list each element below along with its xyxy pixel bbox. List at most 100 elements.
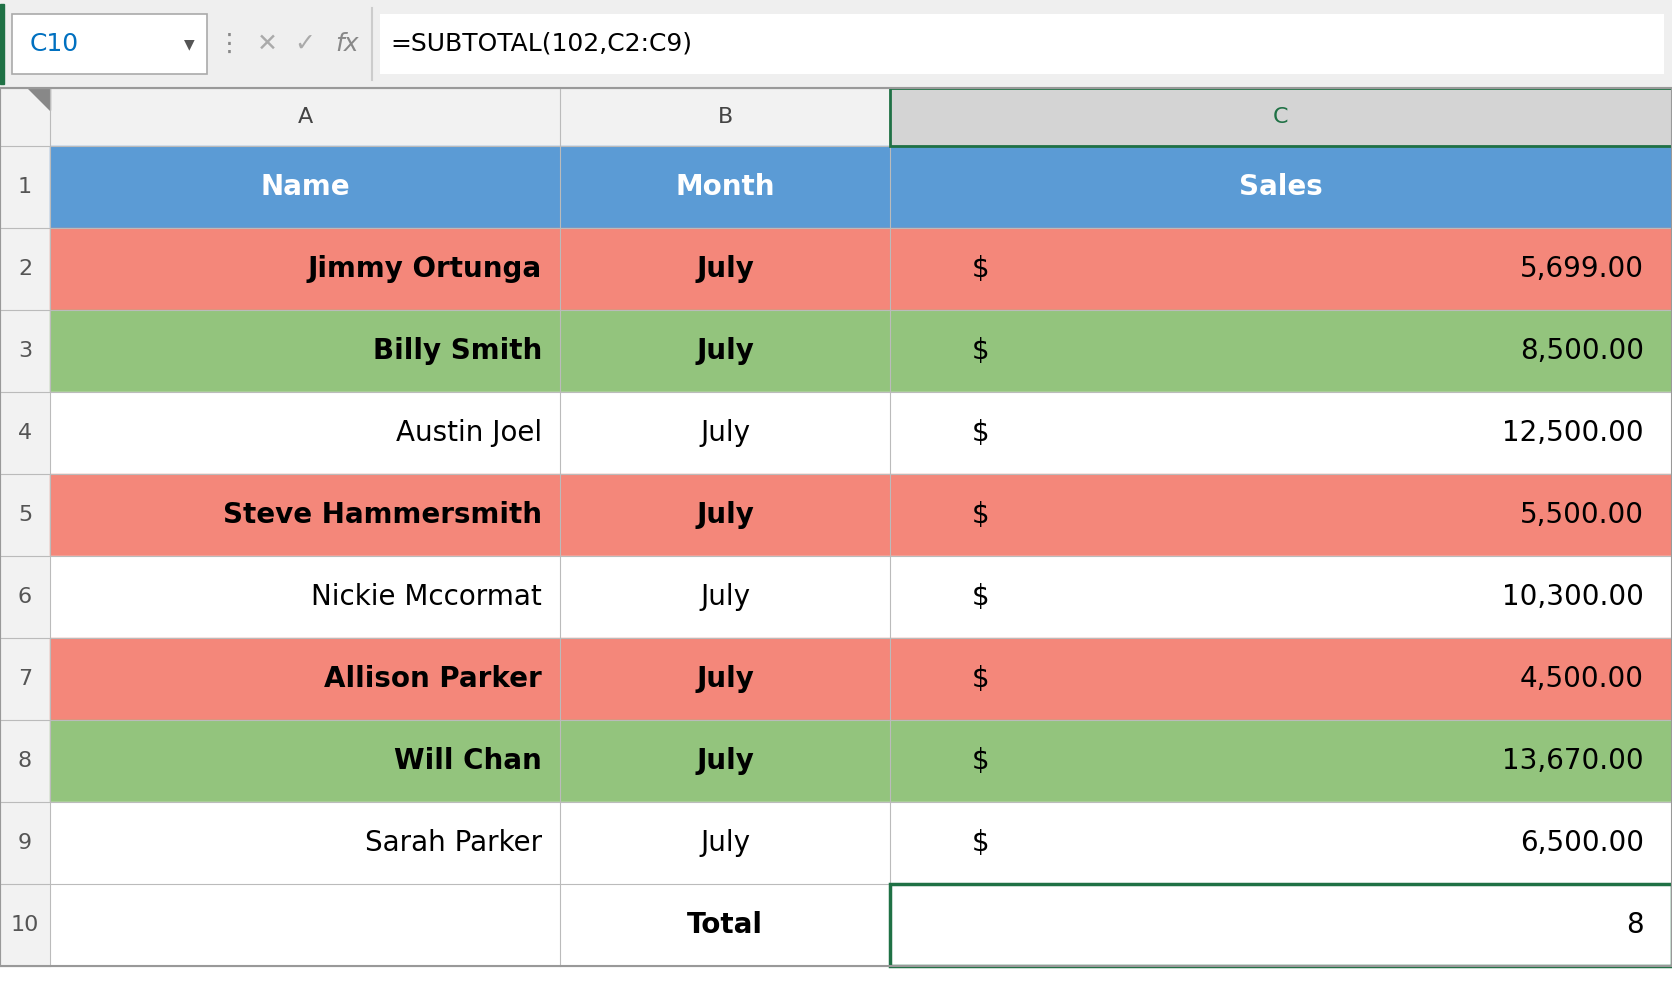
Text: C10: C10 xyxy=(30,32,79,56)
Bar xyxy=(0,720,50,802)
Text: 8: 8 xyxy=(1627,911,1644,939)
Text: 13,670.00: 13,670.00 xyxy=(1503,747,1644,775)
Bar xyxy=(890,884,1672,966)
Text: July: July xyxy=(696,501,754,529)
Bar xyxy=(50,474,560,556)
Bar xyxy=(890,392,1672,474)
Bar xyxy=(890,556,1672,638)
Text: 10: 10 xyxy=(10,915,38,935)
Bar xyxy=(0,802,50,884)
Bar xyxy=(50,228,560,310)
Bar xyxy=(890,228,1672,310)
Text: Nickie Mccormat: Nickie Mccormat xyxy=(311,583,542,611)
Text: 6: 6 xyxy=(18,587,32,607)
Bar xyxy=(560,88,890,146)
Text: 5: 5 xyxy=(18,505,32,525)
Text: 12,500.00: 12,500.00 xyxy=(1503,419,1644,447)
Text: fx: fx xyxy=(336,32,359,56)
Text: 2: 2 xyxy=(18,259,32,279)
Text: July: July xyxy=(696,747,754,775)
Bar xyxy=(560,802,890,884)
Text: Sales: Sales xyxy=(1239,173,1323,201)
Text: Billy Smith: Billy Smith xyxy=(373,337,542,365)
Text: 9: 9 xyxy=(18,833,32,853)
Bar xyxy=(560,474,890,556)
Bar xyxy=(50,720,560,802)
Text: 8,500.00: 8,500.00 xyxy=(1520,337,1644,365)
Bar xyxy=(890,802,1672,884)
Text: =SUBTOTAL(102,C2:C9): =SUBTOTAL(102,C2:C9) xyxy=(390,32,692,56)
Bar xyxy=(890,884,1672,966)
Bar xyxy=(0,392,50,474)
Bar xyxy=(890,474,1672,556)
Text: Allison Parker: Allison Parker xyxy=(324,665,542,693)
Text: 6,500.00: 6,500.00 xyxy=(1520,829,1644,857)
Text: Steve Hammersmith: Steve Hammersmith xyxy=(222,501,542,529)
Text: Sarah Parker: Sarah Parker xyxy=(364,829,542,857)
FancyBboxPatch shape xyxy=(12,14,207,74)
Text: Name: Name xyxy=(261,173,349,201)
Bar xyxy=(560,884,890,966)
Text: Total: Total xyxy=(687,911,762,939)
Text: $: $ xyxy=(971,255,988,283)
Text: Month: Month xyxy=(675,173,774,201)
Text: A: A xyxy=(298,107,313,127)
Bar xyxy=(50,556,560,638)
Bar xyxy=(560,146,890,228)
Bar xyxy=(560,638,890,720)
Bar xyxy=(0,474,50,556)
Text: Will Chan: Will Chan xyxy=(395,747,542,775)
Bar xyxy=(560,556,890,638)
Text: $: $ xyxy=(971,747,988,775)
Bar xyxy=(560,310,890,392)
Text: July: July xyxy=(696,665,754,693)
Text: ✓: ✓ xyxy=(294,32,316,56)
Text: July: July xyxy=(701,583,751,611)
Text: ✕: ✕ xyxy=(256,32,278,56)
Bar xyxy=(0,0,1672,88)
Text: $: $ xyxy=(971,501,988,529)
Text: July: July xyxy=(701,419,751,447)
Text: 4: 4 xyxy=(18,423,32,443)
Bar xyxy=(0,88,1672,966)
Bar xyxy=(890,638,1672,720)
Bar xyxy=(50,310,560,392)
Bar xyxy=(890,146,1672,228)
Bar xyxy=(0,638,50,720)
Bar xyxy=(560,228,890,310)
Text: 4,500.00: 4,500.00 xyxy=(1520,665,1644,693)
Bar xyxy=(0,146,50,228)
Bar xyxy=(50,146,560,228)
Bar xyxy=(890,88,1672,146)
Text: ▼: ▼ xyxy=(184,37,194,51)
Bar xyxy=(890,88,1672,146)
Text: 7: 7 xyxy=(18,669,32,689)
Text: $: $ xyxy=(971,829,988,857)
Text: Austin Joel: Austin Joel xyxy=(396,419,542,447)
Text: July: July xyxy=(696,255,754,283)
Bar xyxy=(560,720,890,802)
Bar xyxy=(50,884,560,966)
Text: B: B xyxy=(717,107,732,127)
Text: $: $ xyxy=(971,665,988,693)
Bar xyxy=(0,884,50,966)
Bar xyxy=(0,556,50,638)
Bar xyxy=(0,310,50,392)
Bar xyxy=(0,228,50,310)
Text: July: July xyxy=(696,337,754,365)
Text: 5,699.00: 5,699.00 xyxy=(1520,255,1644,283)
Text: 1: 1 xyxy=(18,177,32,197)
Bar xyxy=(0,4,3,84)
Text: 5,500.00: 5,500.00 xyxy=(1520,501,1644,529)
Bar xyxy=(50,392,560,474)
Bar xyxy=(50,88,560,146)
Bar xyxy=(50,638,560,720)
Text: Jimmy Ortunga: Jimmy Ortunga xyxy=(308,255,542,283)
Text: 3: 3 xyxy=(18,341,32,361)
Text: $: $ xyxy=(971,583,988,611)
Bar xyxy=(890,310,1672,392)
Polygon shape xyxy=(28,88,50,110)
Text: $: $ xyxy=(971,419,988,447)
Text: $: $ xyxy=(971,337,988,365)
Bar xyxy=(50,802,560,884)
